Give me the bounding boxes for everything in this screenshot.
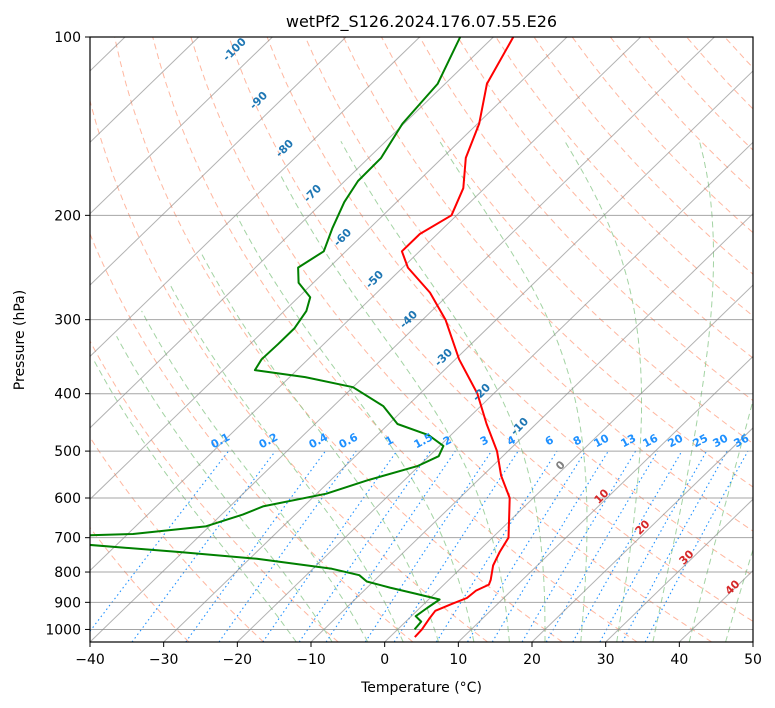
y-tick-label: 700: [54, 531, 81, 547]
x-tick-label: 30: [597, 652, 615, 668]
axis-ticks: −40 −30 −20 −10 0 10 20 30 40 50 1000 900 800 700 600 5…: [45, 30, 762, 668]
y-tick-label: 100: [54, 30, 81, 46]
dry-adiabat-line: [152, 37, 638, 642]
isotherm-line: [90, 37, 347, 286]
isotherm-line: [531, 427, 753, 642]
mixing-ratio-line: [298, 450, 432, 642]
x-tick-label: 0: [380, 652, 389, 668]
y-tick-label: 300: [54, 313, 81, 329]
temperature-profile: [400, 37, 515, 638]
y-tick-label: 400: [54, 387, 81, 403]
mixing-ratio-line: [545, 450, 659, 642]
y-tick-label: 900: [54, 595, 81, 611]
mixing-ratio-label: 10: [592, 431, 612, 450]
isotherm-line: [310, 213, 753, 642]
mixing-ratio-line: [262, 450, 398, 642]
profiles: [90, 37, 515, 638]
grid: [90, 37, 753, 642]
dry-adiabat-line: [190, 37, 712, 642]
moist-adiabat-line: [279, 173, 510, 642]
moist-adiabat-line: [141, 310, 369, 642]
mixing-ratio-line: [364, 450, 492, 642]
mixing-ratio-line: [325, 450, 456, 642]
plot-frame: [89, 36, 754, 643]
x-tick-label: −30: [149, 652, 179, 668]
mixing-ratio-label: 13: [619, 432, 639, 451]
chart-title: wetPf2_S126.2024.176.07.55.E26: [286, 12, 557, 32]
dewpoint-profile: [90, 37, 462, 631]
mixing-ratio-label: 36: [732, 431, 752, 450]
dry-adiabat-line: [266, 37, 753, 577]
mixing-ratio-line: [644, 450, 749, 642]
mixing-ratio-label: 25: [691, 432, 711, 451]
mixing-ratio-line: [521, 450, 637, 642]
dry-adiabat-line: [228, 37, 753, 622]
y-tick-label: 200: [54, 208, 81, 224]
x-tick-label: 10: [449, 652, 467, 668]
mixing-ratio-line: [467, 450, 586, 642]
dry-adiabat-line: [495, 37, 753, 317]
x-tick-label: 40: [670, 652, 688, 668]
isotherm-line: [90, 37, 200, 144]
x-tick-label: −20: [223, 652, 253, 668]
isotherm-line: [605, 498, 753, 642]
isotherm-line: [90, 37, 642, 572]
mixing-ratio-label: 20: [666, 431, 686, 450]
isotherm-line: [90, 37, 421, 358]
isotherm-line: [90, 37, 568, 500]
mixing-ratio-line: [621, 450, 728, 642]
y-tick-label: 500: [54, 444, 81, 460]
y-tick-label: 800: [54, 565, 81, 581]
moist-adiabat-line: [168, 282, 404, 642]
mixing-ratio-line: [435, 450, 558, 642]
isotherm-line: [163, 70, 753, 642]
moist-adiabat-line: [199, 251, 439, 642]
x-tick-label: −40: [75, 652, 105, 668]
dry-adiabat-line: [90, 340, 339, 642]
mixing-ratio-line: [218, 450, 357, 642]
dry-adiabat-line: [114, 37, 563, 642]
dry-adiabat-line: [304, 37, 753, 532]
y-axis-label: Pressure (hPa): [12, 290, 28, 390]
isotherm-line: [457, 355, 753, 642]
x-tick-label: 20: [523, 652, 541, 668]
isotherm-line: [384, 284, 753, 642]
moist-adiabat-line: [236, 215, 475, 642]
y-tick-label: 1000: [45, 622, 81, 638]
mixing-ratio-line: [90, 450, 229, 633]
y-tick-label: 600: [54, 491, 81, 507]
isotherm-line: [90, 37, 273, 215]
x-axis-label: Temperature (°C): [360, 680, 482, 696]
dry-adiabat-line: [90, 436, 264, 642]
mixing-ratio-label: 16: [641, 431, 661, 450]
isotherm-line: [90, 37, 715, 642]
isotherm-line: [90, 37, 494, 429]
dry-adiabat-line: [90, 98, 488, 642]
x-tick-label: 50: [744, 652, 762, 668]
isotherm-line: [236, 141, 753, 642]
x-tick-label: −10: [296, 652, 326, 668]
mixing-ratio-label: 30: [711, 431, 731, 450]
